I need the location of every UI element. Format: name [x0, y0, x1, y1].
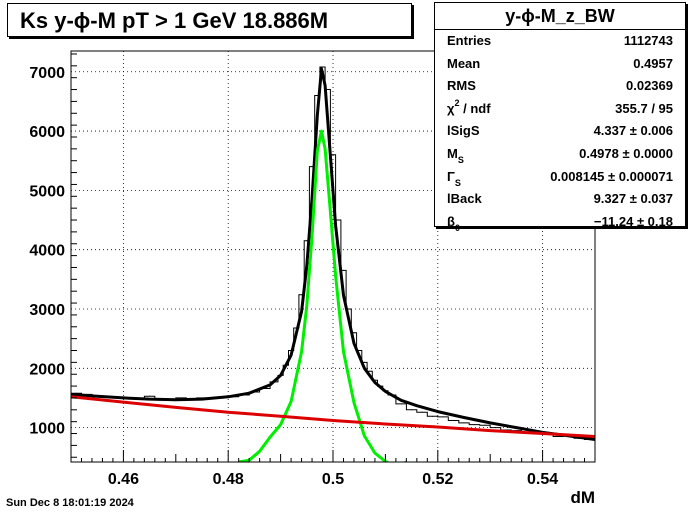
stat-label: β0 — [447, 213, 460, 233]
stat-row: β0 −11.24 ± 0.18 — [435, 211, 685, 234]
stat-value: 9.327 ± 0.037 — [593, 191, 673, 207]
y-tick-label: 1000 — [29, 421, 65, 438]
stat-value: −11.24 ± 0.18 — [593, 213, 673, 229]
stat-row: Mean 0.4957 — [435, 53, 685, 76]
stat-label-sub: S — [454, 177, 461, 188]
plot-title-box: Ks y-ϕ-M pT > 1 GeV 18.886M — [7, 3, 412, 37]
stat-label-sub: S — [457, 154, 464, 165]
stat-label: lSigS — [447, 123, 480, 138]
histogram-point — [411, 409, 413, 411]
stat-label-sup: 2 — [454, 97, 460, 108]
y-tick-label: 2000 — [29, 361, 65, 378]
stat-label-main: lBack — [447, 191, 482, 207]
stat-label-main: Mean — [447, 55, 481, 71]
stat-label: ΓS — [447, 168, 461, 188]
background-curve — [71, 395, 595, 438]
stat-label-main: M — [447, 145, 458, 161]
total_fit-curve — [71, 67, 595, 441]
tick-labels: 0.46 0.48 0.5 0.52 0.54 1000 2000 3000 4000 5000 6… — [29, 65, 558, 488]
stat-value: 0.008145 ± 0.000071 — [550, 168, 673, 184]
stat-value: 1112743 — [623, 33, 673, 48]
histogram-point — [301, 294, 303, 296]
histogram-point — [484, 424, 486, 426]
stat-label-main: χ — [447, 100, 455, 116]
stat-label-suffix: / ndf — [459, 100, 491, 116]
y-tick-label: 4000 — [29, 243, 65, 260]
stat-row: RMS 0.02369 — [435, 75, 685, 98]
stat-value: 4.337 ± 0.006 — [593, 123, 673, 139]
stat-label: lBack — [447, 191, 482, 206]
y-tick-label: 5000 — [29, 183, 65, 200]
histogram-point — [322, 66, 324, 68]
histogram-point — [337, 219, 339, 221]
x-tick-label: 0.52 — [422, 471, 453, 488]
stats-box: y-ϕ-M_z_BW Entries 1112743 Mean 0.4957 RMS 0.… — [434, 2, 686, 233]
histogram-point — [473, 424, 475, 426]
stat-label: Mean — [447, 56, 480, 71]
histogram-point — [327, 89, 329, 91]
stat-row: lSigS 4.337 ± 0.006 — [435, 120, 685, 143]
stat-label-main: lSigS — [447, 123, 480, 139]
histogram-point — [369, 370, 371, 372]
stat-value: 355.7 / 95 — [615, 100, 673, 116]
histogram-point — [442, 416, 444, 418]
stat-label: RMS — [447, 78, 476, 93]
stat-label-main: β — [447, 213, 455, 229]
histogram-point — [400, 403, 402, 405]
x-tick-label: 0.48 — [213, 471, 244, 488]
series-layer — [71, 66, 595, 462]
histogram-point — [453, 419, 455, 421]
stat-row: MS 0.4978 ± 0.0000 — [435, 143, 685, 166]
histogram-point — [421, 411, 423, 413]
histogram-point — [557, 435, 559, 437]
stat-label-main: Entries — [447, 33, 492, 48]
stat-label: Entries — [447, 33, 491, 48]
y-tick-label: 3000 — [29, 302, 65, 319]
histogram-point — [353, 332, 355, 334]
signal-curve — [238, 129, 407, 462]
stat-row: Entries 1112743 — [435, 30, 685, 53]
x-tick-label: 0.5 — [322, 471, 344, 488]
histogram-point — [358, 350, 360, 352]
histogram-point — [316, 94, 318, 96]
axes — [70, 50, 596, 463]
stat-label-main: RMS — [447, 78, 476, 94]
stat-label-main: Γ — [447, 168, 455, 184]
histogram-point — [342, 269, 344, 271]
histogram-point — [311, 166, 313, 168]
x-tick-label: 0.54 — [527, 471, 558, 488]
histogram-point — [494, 427, 496, 429]
stat-value: 0.4957 — [633, 55, 673, 71]
stat-value: 0.02369 — [626, 78, 673, 94]
y-tick-label: 6000 — [29, 124, 65, 141]
histogram-point — [463, 422, 465, 424]
plot-title: Ks y-ϕ-M pT > 1 GeV 18.886M — [20, 8, 329, 33]
stat-value: 0.4978 ± 0.0000 — [579, 145, 673, 161]
stat-label-sub: 0 — [454, 222, 460, 233]
y-tick-label: 7000 — [29, 65, 65, 82]
histogram-point — [149, 395, 151, 397]
stat-label: MS — [447, 145, 464, 165]
stat-row: χ2 / ndf 355.7 / 95 — [435, 98, 685, 121]
x-tick-label: 0.46 — [108, 471, 139, 488]
histogram-point — [363, 361, 365, 363]
stat-row: lBack 9.327 ± 0.037 — [435, 188, 685, 211]
histogram-point — [348, 308, 350, 310]
stats-rows: Entries 1112743 Mean 0.4957 RMS 0.02369 χ2 / n… — [435, 30, 685, 233]
stats-title: y-ϕ-M_z_BW — [435, 3, 685, 30]
stat-row: ΓS 0.008145 ± 0.000071 — [435, 166, 685, 189]
timestamp: Sun Dec 8 18:01:19 2024 — [6, 497, 134, 509]
histogram-point — [332, 154, 334, 156]
histogram-point — [432, 415, 434, 417]
x-axis-label: dM — [570, 488, 595, 507]
histogram-point — [306, 240, 308, 242]
stat-label: χ2 / ndf — [447, 97, 491, 116]
